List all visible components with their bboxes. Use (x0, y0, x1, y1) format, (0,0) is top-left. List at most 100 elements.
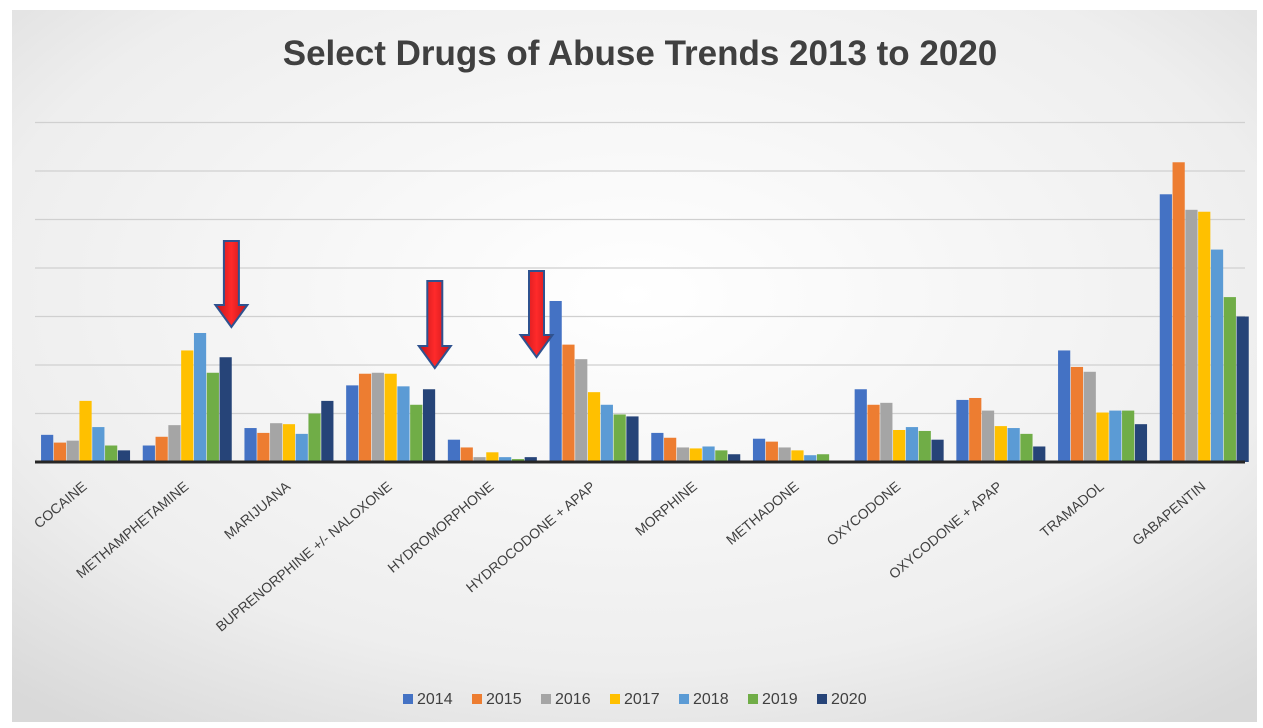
legend-swatch-2016 (541, 694, 551, 704)
legend-label: 2018 (693, 691, 729, 708)
bar-2014-0 (41, 434, 54, 462)
legend-label: 2019 (762, 691, 798, 708)
bar-2017-1 (181, 350, 194, 462)
red-down-arrow-icon (518, 270, 555, 359)
legend-label: 2015 (486, 691, 522, 708)
bar-2014-4 (447, 439, 461, 462)
bar-2015-8 (867, 404, 880, 462)
bar-2015-0 (53, 442, 67, 462)
bar-2018-11 (1210, 249, 1224, 462)
legend-label: 2016 (555, 691, 591, 708)
bar-2017-6 (689, 448, 702, 462)
red-down-arrow-icon (416, 280, 453, 370)
bar-2019-2 (308, 413, 321, 462)
bar-2015-7 (765, 441, 778, 462)
bar-2016-10 (1083, 371, 1096, 462)
bar-2019-6 (715, 450, 728, 462)
bar-2018-3 (397, 386, 410, 462)
bar-2016-2 (270, 423, 283, 462)
bar-2014-2 (244, 428, 257, 462)
bar-2014-10 (1058, 350, 1071, 462)
bar-2019-9 (1020, 433, 1033, 462)
bar-2014-5 (549, 300, 562, 462)
bar-2019-0 (105, 445, 118, 462)
bar-2014-9 (956, 399, 969, 462)
bar-2018-7 (804, 455, 817, 462)
bar-2015-3 (358, 373, 372, 462)
bar-2017-5 (587, 392, 601, 462)
bar-2018-2 (295, 433, 308, 462)
bar-2018-5 (600, 404, 613, 462)
bar-2018-4 (499, 457, 512, 462)
bar-2020-8 (931, 439, 944, 462)
bar-2018-8 (905, 427, 919, 462)
bar-2018-1 (193, 332, 207, 462)
bar-2016-9 (981, 410, 995, 462)
legend: 2014 2015 2016 2017 2018 2019 2020 (403, 691, 867, 708)
bar-2016-0 (66, 440, 79, 462)
red-down-arrow-icon (213, 240, 250, 329)
bar-2015-10 (1070, 366, 1084, 462)
bar-2014-1 (142, 445, 155, 462)
bar-2019-7 (816, 454, 830, 462)
bar-2020-5 (626, 416, 639, 462)
bar-2016-7 (778, 447, 791, 462)
chart-title: Select Drugs of Abuse Trends 2013 to 202… (283, 34, 998, 73)
bar-2015-6 (664, 437, 677, 462)
legend-label: 2017 (624, 691, 660, 708)
bar-2016-8 (880, 402, 893, 462)
bar-2015-11 (1172, 162, 1185, 462)
bar-2014-11 (1159, 194, 1172, 462)
legend-swatch-2014 (403, 694, 413, 704)
bar-2020-0 (117, 450, 131, 462)
bar-2020-6 (728, 454, 741, 462)
legend-swatch-2020 (817, 694, 827, 704)
bar-2019-10 (1122, 410, 1135, 462)
bar-2014-6 (651, 432, 664, 462)
bar-2014-8 (854, 389, 867, 462)
legend-swatch-2018 (679, 694, 689, 704)
bar-2017-4 (486, 452, 499, 462)
bar-2016-1 (168, 425, 181, 462)
legend-swatch-2017 (610, 694, 620, 704)
bar-2017-8 (893, 429, 906, 462)
bar-2017-11 (1198, 211, 1211, 462)
legend-swatch-2019 (748, 694, 758, 704)
legend-label: 2014 (417, 691, 453, 708)
bar-2015-4 (460, 447, 473, 462)
bar-2015-9 (969, 397, 982, 462)
bar-2014-3 (346, 385, 359, 462)
bar-2016-5 (575, 359, 588, 462)
bar-2020-11 (1236, 316, 1249, 462)
bar-2020-3 (422, 389, 436, 462)
bar-2020-1 (219, 357, 232, 462)
bar-2020-9 (1033, 446, 1046, 462)
annotation-arrows (213, 240, 555, 370)
bar-2019-11 (1223, 297, 1236, 462)
bar-2016-11 (1185, 209, 1198, 462)
bar-2015-2 (257, 432, 270, 462)
bar-2016-3 (371, 372, 384, 462)
bar-2019-8 (918, 430, 931, 462)
legend-swatch-2015 (472, 694, 482, 704)
bar-2017-7 (791, 450, 804, 462)
bar-2014-7 (752, 438, 766, 462)
bar-2017-2 (282, 424, 296, 462)
bar-2018-10 (1109, 410, 1122, 462)
bar-2017-0 (79, 400, 92, 462)
bar-2017-9 (994, 426, 1007, 462)
bar-2015-1 (155, 436, 168, 462)
chart-background (12, 10, 1257, 722)
bar-2018-0 (92, 427, 105, 462)
legend-label: 2020 (831, 691, 867, 708)
bars (41, 162, 1249, 462)
bar-2016-4 (473, 457, 486, 462)
bar-2015-5 (562, 344, 575, 462)
bar-2017-3 (384, 373, 397, 462)
bar-2019-5 (613, 414, 626, 462)
bar-2016-6 (676, 447, 690, 462)
bar-2019-3 (410, 404, 423, 462)
bar-2020-2 (321, 400, 334, 462)
